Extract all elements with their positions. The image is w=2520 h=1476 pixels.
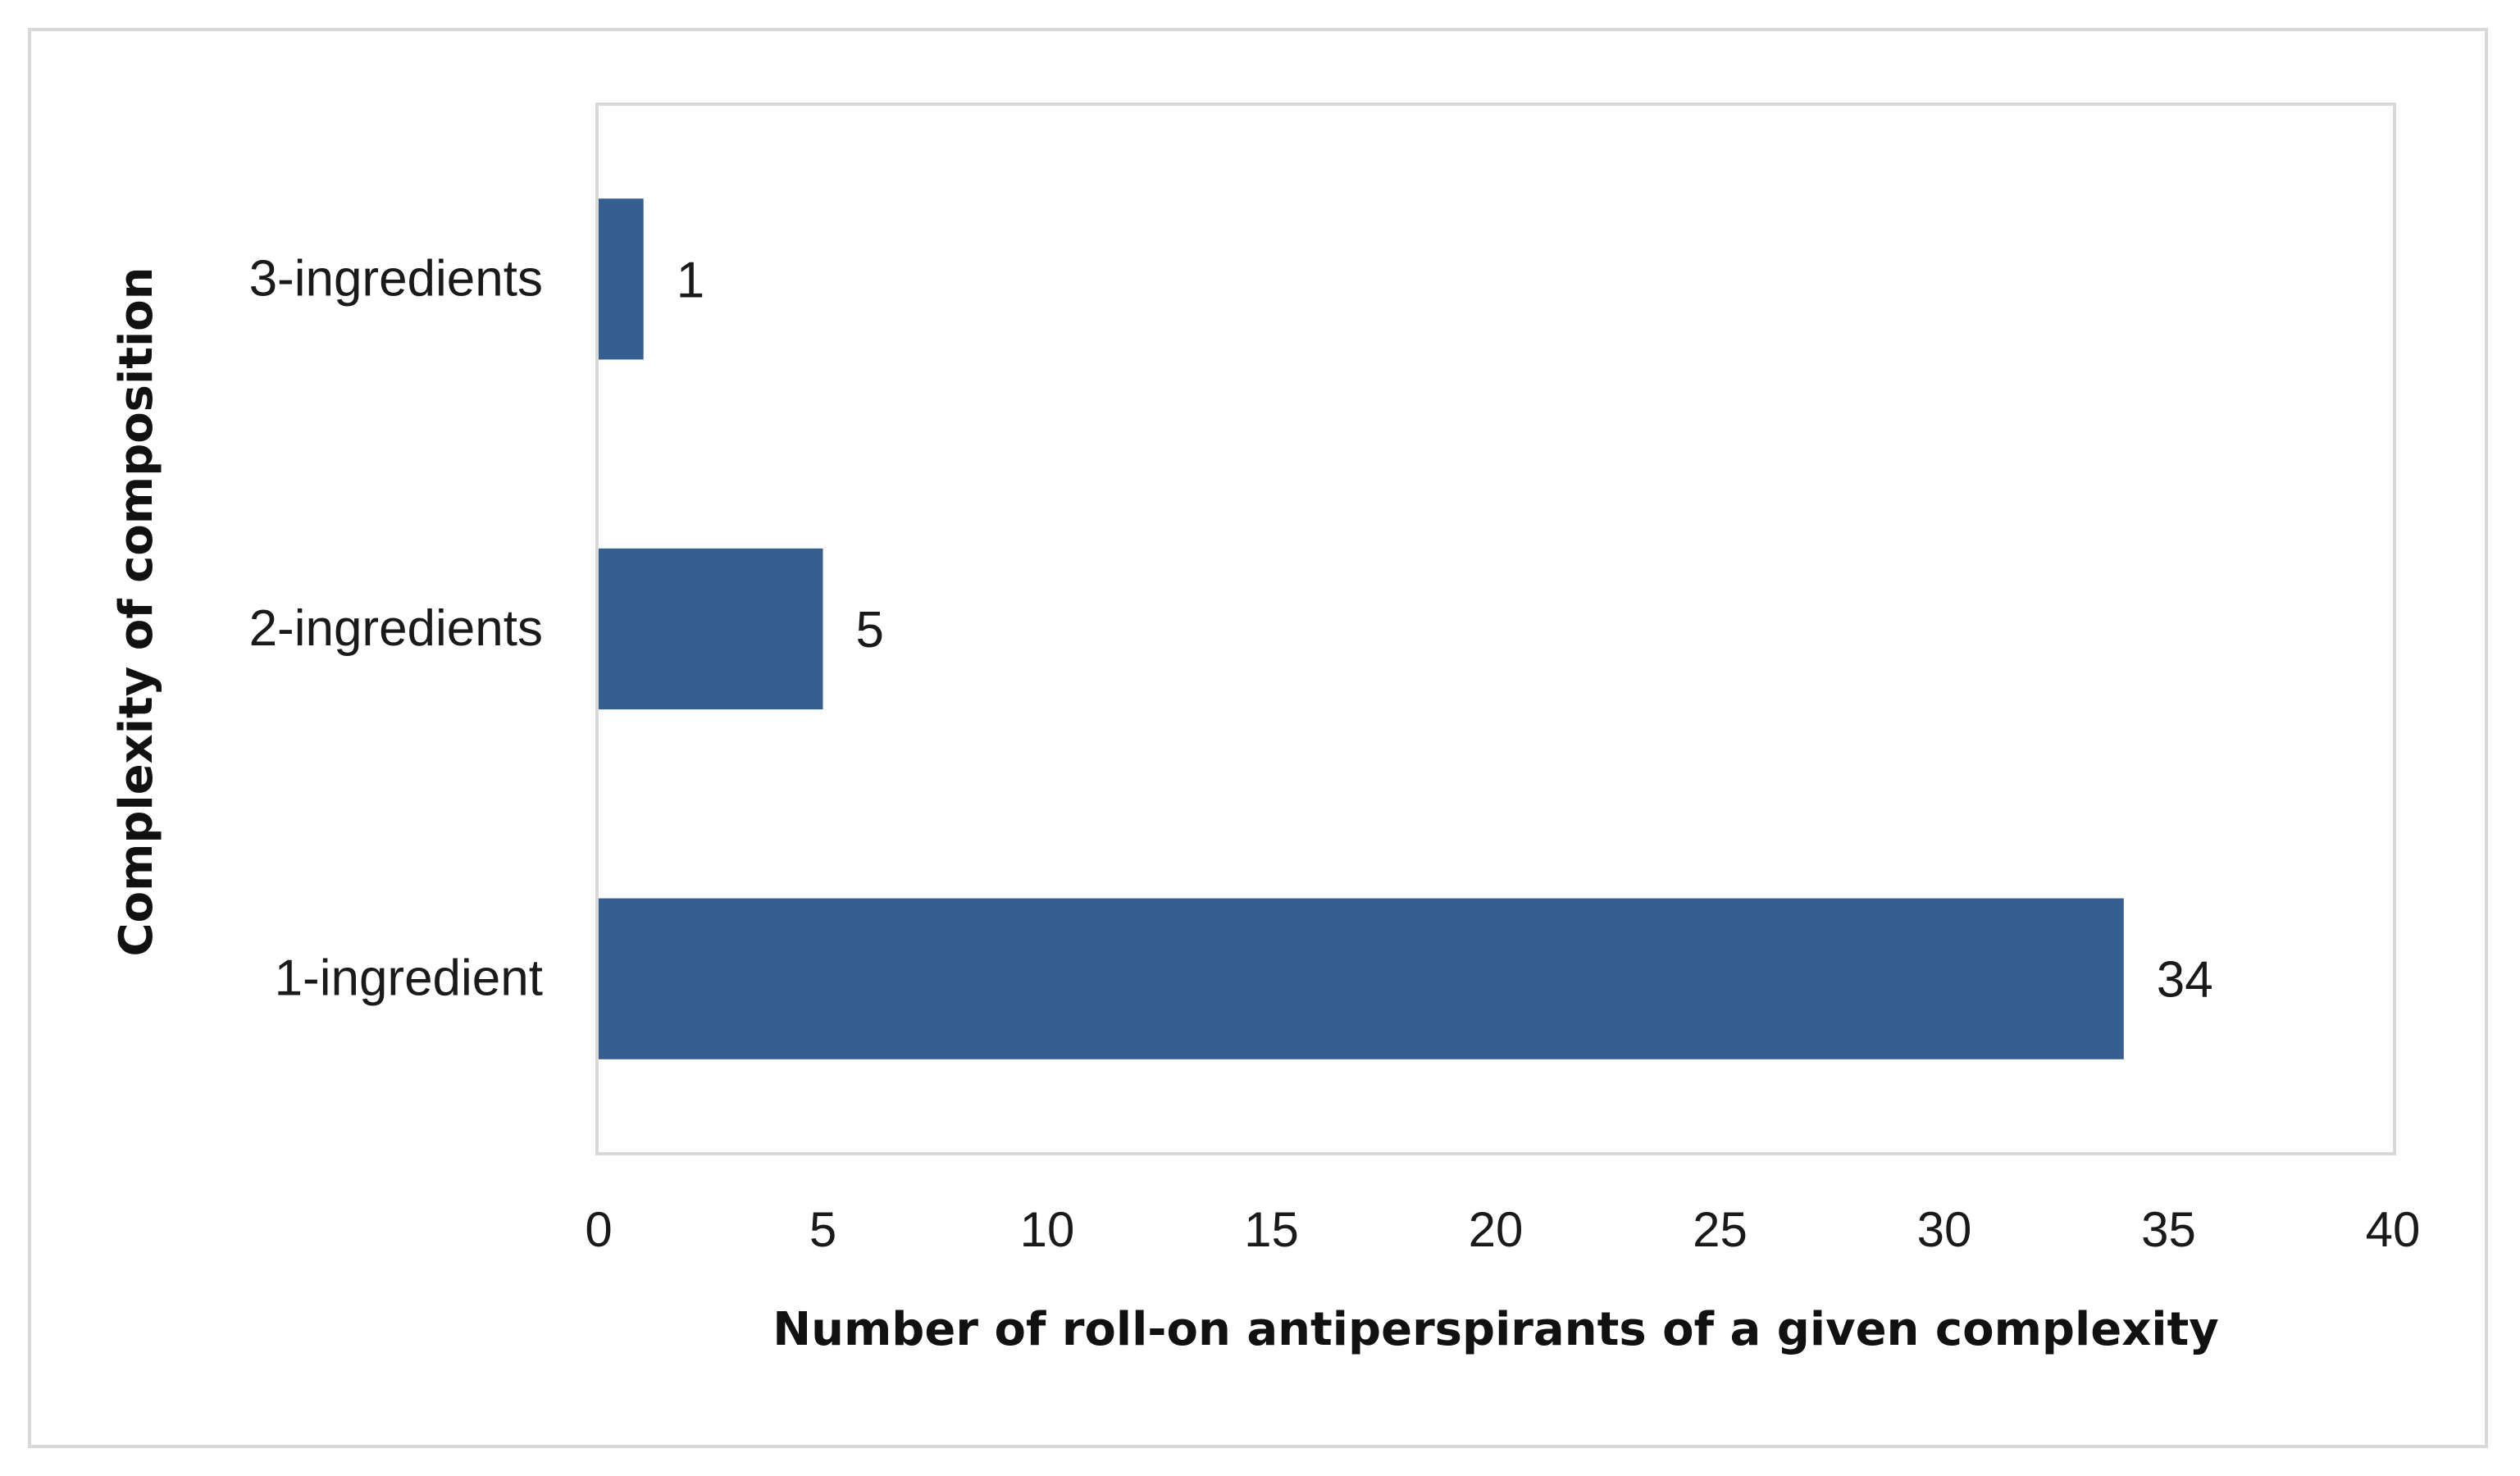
category-label-1-ingredient: 1-ingredient <box>275 950 543 1007</box>
x-tick-label-25: 25 <box>1693 1202 1748 1257</box>
category-label-2-ingredients: 2-ingredients <box>249 600 543 657</box>
data-label-2-ingredients: 5 <box>856 602 884 658</box>
data-label-3-ingredients: 1 <box>677 252 704 308</box>
x-tick-label-5: 5 <box>809 1202 836 1257</box>
chart-frame <box>28 28 2488 1448</box>
x-tick-label-30: 30 <box>1917 1202 1972 1257</box>
plot-area <box>595 102 2396 1155</box>
x-tick-label-10: 10 <box>1020 1202 1075 1257</box>
x-tick-label-40: 40 <box>2366 1202 2421 1257</box>
bar-1-ingredient <box>599 898 2124 1059</box>
bar-2-ingredients <box>599 548 823 710</box>
x-axis-title: Number of roll-on antiperspirants of a g… <box>772 1303 2219 1356</box>
y-axis-title: Complexity of composition <box>110 266 163 956</box>
x-tick-label-20: 20 <box>1469 1202 1524 1257</box>
x-tick-label-15: 15 <box>1244 1202 1299 1257</box>
x-tick-label-0: 0 <box>585 1202 612 1257</box>
x-tick-label-35: 35 <box>2141 1202 2196 1257</box>
bar-3-ingredients <box>599 198 644 360</box>
category-label-3-ingredients: 3-ingredients <box>249 250 543 307</box>
data-label-1-ingredient: 34 <box>2157 952 2213 1009</box>
